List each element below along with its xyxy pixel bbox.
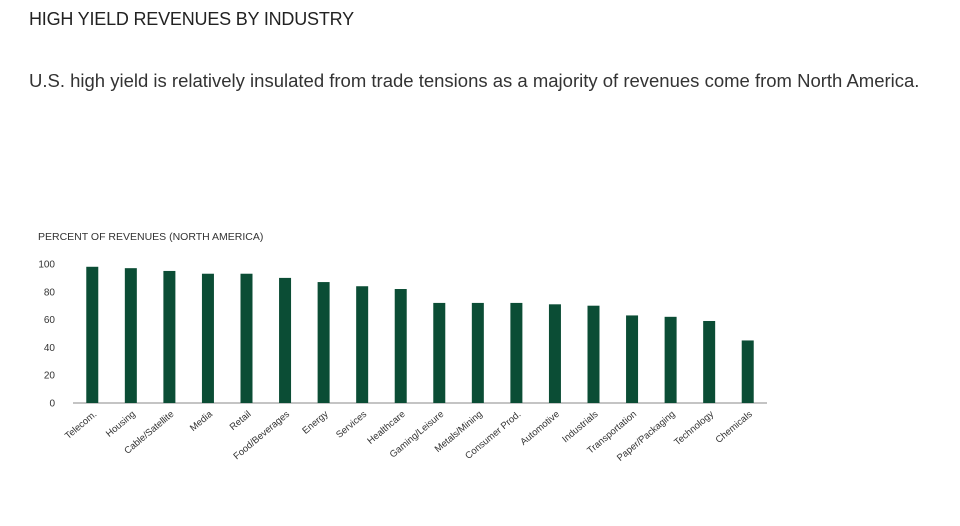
x-tick-label: Automotive (518, 409, 561, 448)
y-tick-label: 20 (44, 371, 56, 382)
x-tick-label: Services (334, 409, 369, 441)
bar-chart: PERCENT OF REVENUES (NORTH AMERICA) 0 20 4… (38, 231, 767, 464)
y-axis-ticks: 0 20 40 60 80 100 (38, 260, 55, 410)
bar (471, 302, 484, 403)
bar (201, 273, 214, 403)
page-description: U.S. high yield is relatively insulated … (29, 70, 920, 91)
bars-group (86, 266, 754, 403)
y-tick-label: 80 (44, 287, 56, 298)
y-tick-label: 100 (38, 260, 55, 271)
bar (703, 320, 716, 403)
x-tick-label: Technology (672, 409, 716, 448)
x-tick-label: Telecom. (63, 409, 99, 442)
bar (240, 273, 253, 403)
page-heading: HIGH YIELD REVENUES BY INDUSTRY (29, 9, 354, 29)
y-tick-label: 0 (49, 399, 55, 410)
bar (626, 315, 639, 403)
bar (163, 270, 176, 403)
y-tick-label: 60 (44, 315, 56, 326)
x-tick-label: Energy (300, 409, 330, 437)
bar (510, 302, 523, 403)
y-tick-label: 40 (44, 343, 56, 354)
bar (86, 266, 99, 403)
bar (124, 268, 137, 403)
bar (587, 305, 600, 403)
bar (279, 277, 292, 403)
bar (433, 302, 446, 403)
x-tick-label: Chemicals (714, 409, 755, 446)
bar (394, 289, 407, 403)
bar (548, 304, 561, 403)
bar (664, 316, 677, 403)
x-tick-label: Retail (228, 409, 254, 433)
bar (741, 340, 754, 403)
x-tick-label: Media (188, 408, 215, 434)
bar (317, 282, 330, 403)
x-tick-label: Housing (104, 409, 138, 440)
bar (356, 286, 369, 403)
chart-title: PERCENT OF REVENUES (NORTH AMERICA) (38, 231, 263, 243)
chart-container: PERCENT OF REVENUES (NORTH AMERICA) 0 20 4… (0, 220, 960, 526)
